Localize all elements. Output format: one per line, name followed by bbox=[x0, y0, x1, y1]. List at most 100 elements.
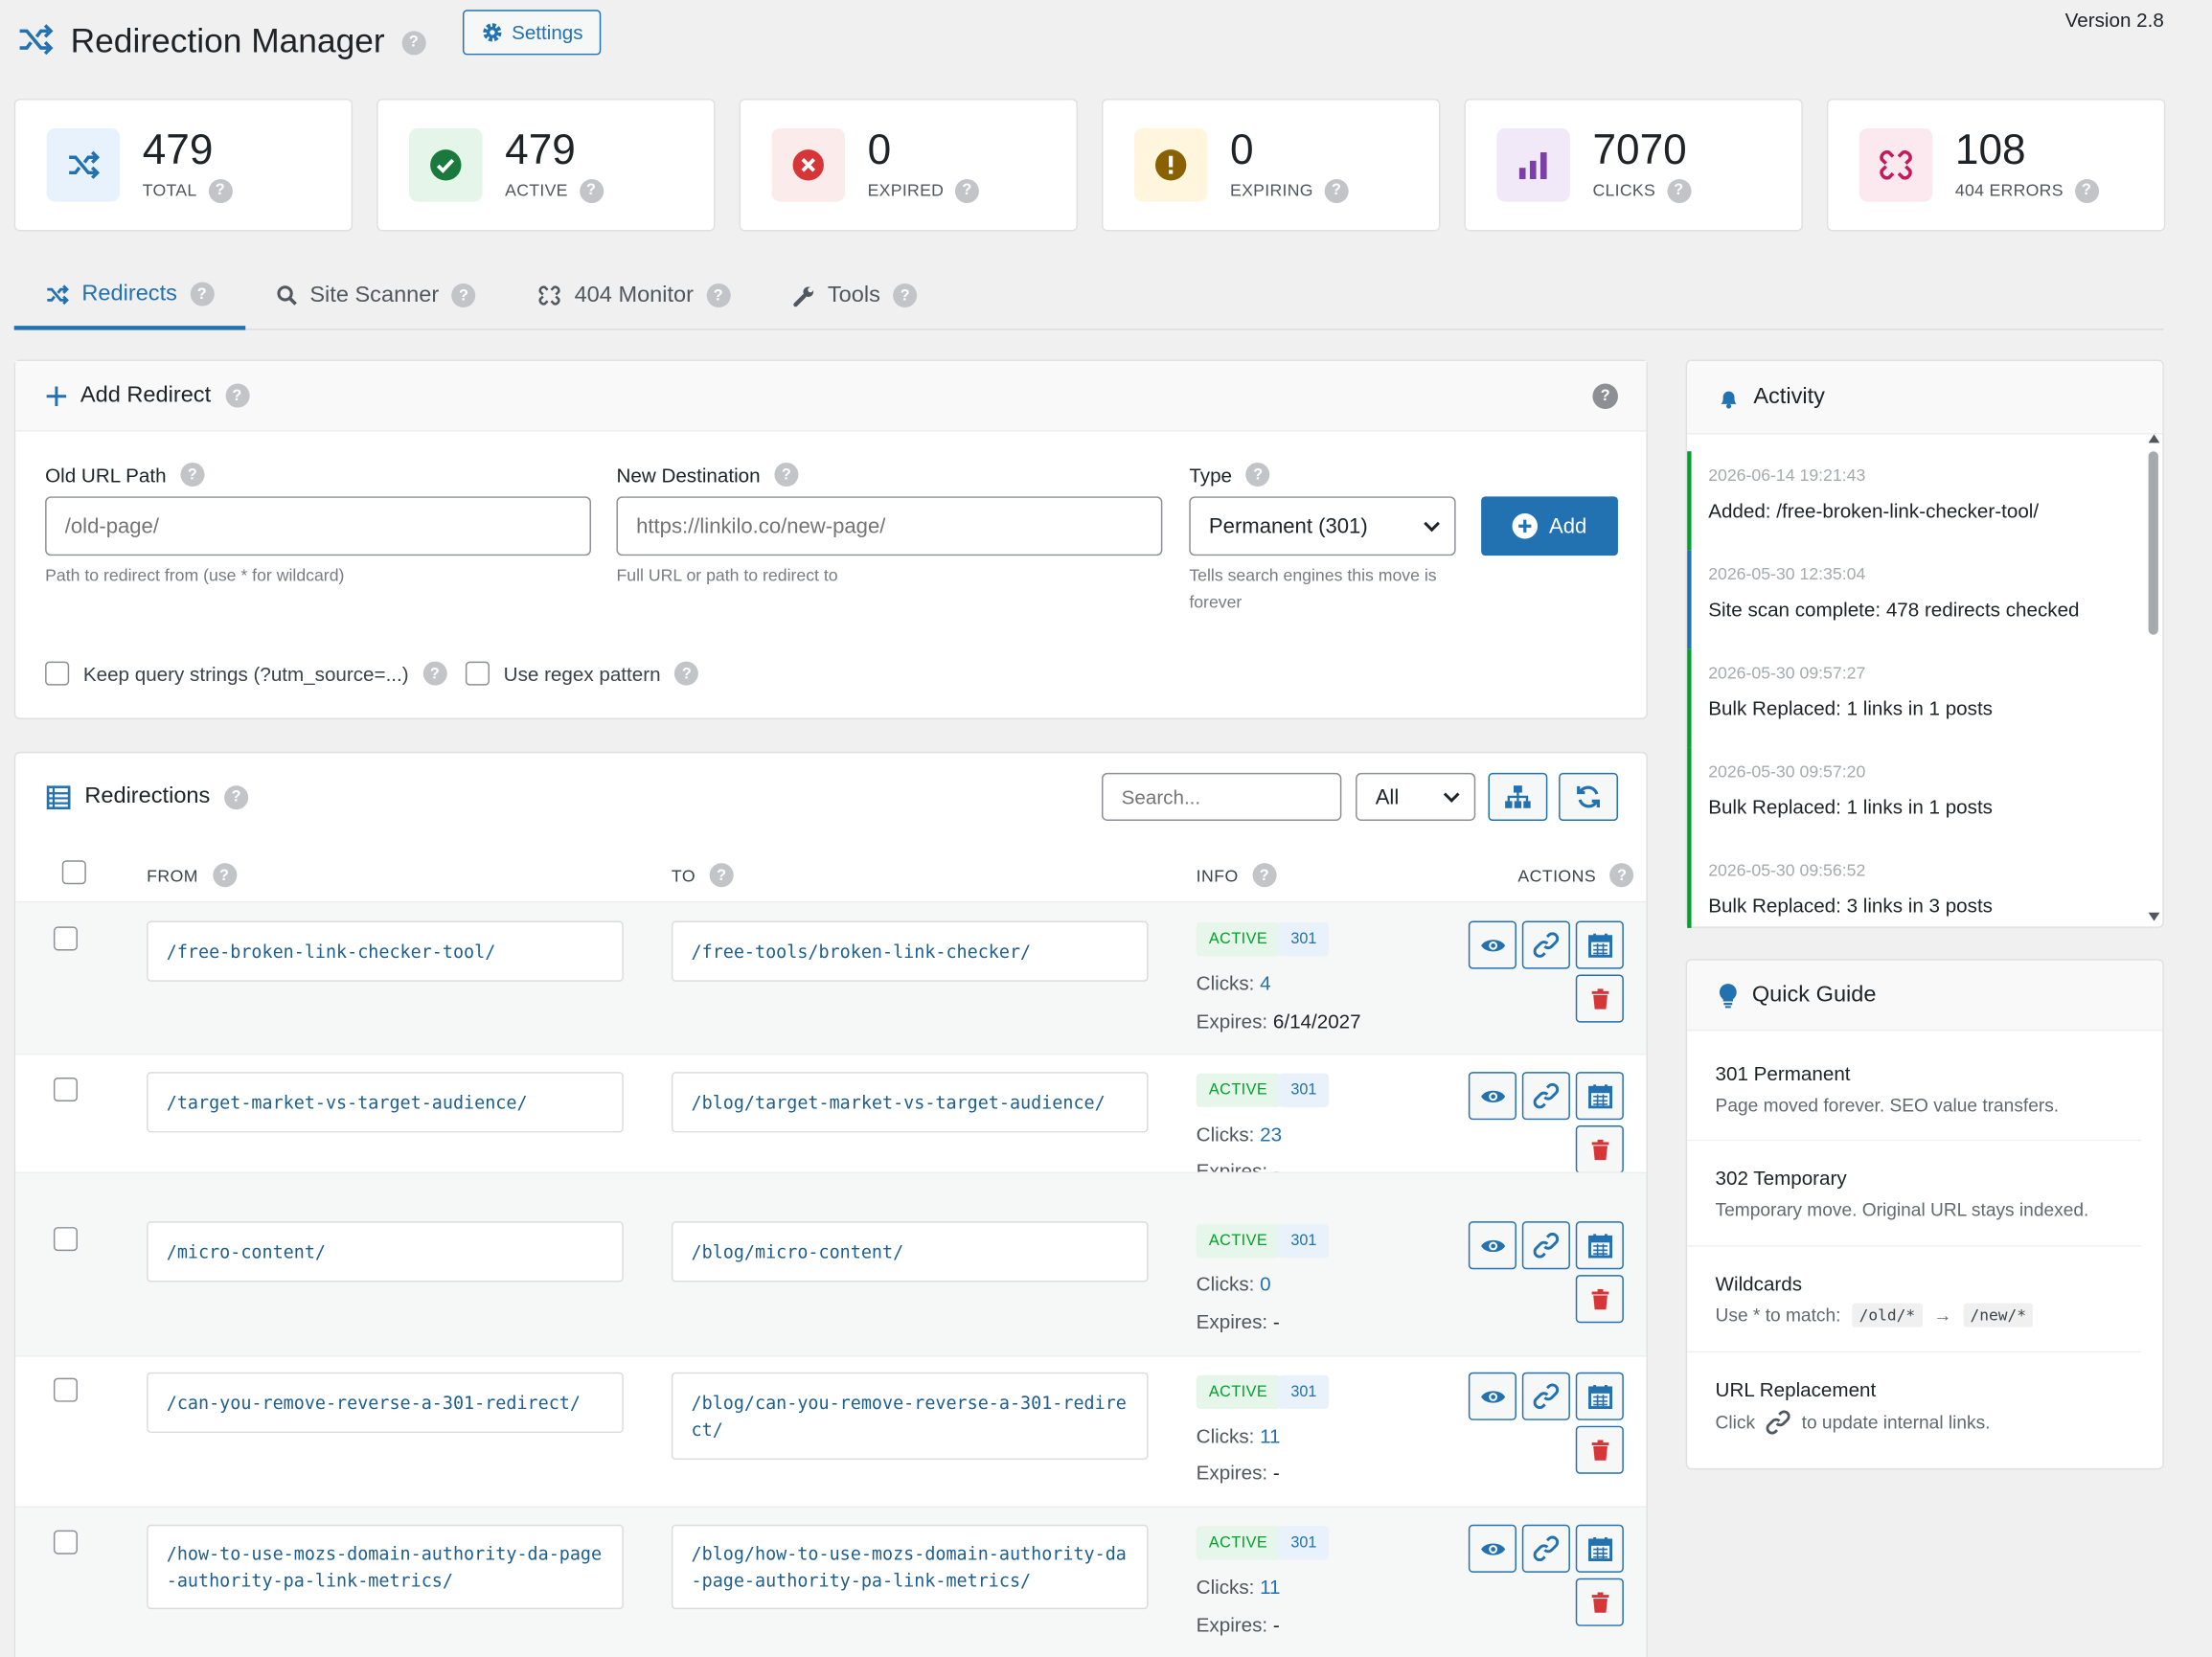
row-checkbox[interactable] bbox=[53, 1530, 78, 1555]
help-icon[interactable]: ? bbox=[224, 383, 249, 408]
status-badge: ACTIVE bbox=[1196, 1374, 1281, 1410]
search-input[interactable] bbox=[1102, 772, 1342, 821]
x-circle-icon bbox=[771, 127, 846, 202]
view-button[interactable] bbox=[1468, 1524, 1516, 1573]
refresh-button[interactable] bbox=[1559, 772, 1618, 821]
clicks-info: Clicks: 11 bbox=[1196, 1575, 1281, 1599]
schedule-button[interactable] bbox=[1575, 920, 1624, 969]
replace-link-button[interactable] bbox=[1521, 1524, 1570, 1573]
delete-button[interactable] bbox=[1575, 1275, 1624, 1324]
replace-link-button[interactable] bbox=[1521, 1221, 1570, 1270]
row-checkbox[interactable] bbox=[53, 1227, 78, 1252]
help-icon[interactable]: ? bbox=[1252, 863, 1277, 888]
expires-value: - bbox=[1272, 1309, 1280, 1333]
calendar-icon bbox=[1587, 1384, 1612, 1410]
activity-time: 2026-05-30 09:57:20 bbox=[1708, 761, 1866, 782]
eye-icon bbox=[1480, 1542, 1505, 1555]
schedule-button[interactable] bbox=[1575, 1072, 1624, 1121]
link-icon bbox=[1766, 1410, 1790, 1435]
expires-info: Expires: - bbox=[1196, 1309, 1280, 1333]
type-select[interactable]: Permanent (301) bbox=[1189, 496, 1456, 556]
help-icon[interactable]: ? bbox=[674, 661, 699, 686]
page-title: Redirection Manager bbox=[70, 22, 385, 61]
schedule-button[interactable] bbox=[1575, 1372, 1624, 1420]
guide-item-title: 301 Permanent bbox=[1715, 1061, 1851, 1085]
scroll-thumb[interactable] bbox=[2148, 451, 2158, 635]
activity-text: Bulk Replaced: 1 links in 1 posts bbox=[1708, 696, 1993, 719]
delete-button[interactable] bbox=[1575, 1578, 1624, 1626]
broken-link-icon bbox=[1859, 127, 1933, 202]
help-icon[interactable]: ? bbox=[1324, 178, 1349, 203]
help-icon[interactable]: ? bbox=[955, 178, 980, 203]
row-checkbox[interactable] bbox=[53, 926, 78, 951]
tab-redirects[interactable]: Redirects ? bbox=[13, 262, 245, 330]
help-icon[interactable]: ? bbox=[709, 863, 734, 888]
help-icon[interactable]: ? bbox=[2074, 178, 2099, 203]
refresh-icon bbox=[1577, 785, 1600, 808]
view-button[interactable] bbox=[1468, 1072, 1516, 1121]
regex-checkbox[interactable] bbox=[465, 661, 490, 686]
tab-404-monitor[interactable]: 404 Monitor ? bbox=[507, 262, 762, 329]
expires-value: - bbox=[1272, 1461, 1280, 1485]
status-badge: ACTIVE bbox=[1196, 922, 1281, 957]
version-label: Version 2.8 bbox=[2064, 8, 2164, 32]
help-icon[interactable]: ? bbox=[1609, 863, 1634, 888]
view-button[interactable] bbox=[1468, 1372, 1516, 1420]
row-checkbox[interactable] bbox=[53, 1077, 78, 1102]
help-icon[interactable]: ? bbox=[451, 283, 476, 308]
replace-link-button[interactable] bbox=[1521, 920, 1570, 969]
view-button[interactable] bbox=[1468, 1221, 1516, 1270]
help-icon[interactable]: ? bbox=[190, 282, 215, 306]
tab-tools[interactable]: Tools ? bbox=[762, 262, 948, 329]
select-all-checkbox[interactable] bbox=[61, 860, 86, 885]
sitemap-button[interactable] bbox=[1488, 772, 1548, 821]
view-button[interactable] bbox=[1468, 920, 1516, 969]
help-icon[interactable]: ? bbox=[224, 784, 249, 809]
scroll-down-arrow[interactable] bbox=[2148, 912, 2160, 921]
keep-query-checkbox[interactable] bbox=[45, 661, 70, 686]
help-icon[interactable]: ? bbox=[208, 178, 233, 203]
from-path: /can-you-remove-reverse-a-301-redirect/ bbox=[147, 1372, 624, 1434]
quick-guide-header: Quick Guide bbox=[1687, 960, 2163, 1032]
scroll-up-arrow[interactable] bbox=[2148, 434, 2160, 443]
filter-select[interactable]: All bbox=[1356, 772, 1476, 821]
delete-button[interactable] bbox=[1575, 1425, 1624, 1474]
help-icon[interactable]: ? bbox=[774, 462, 799, 488]
new-destination-input[interactable] bbox=[616, 496, 1163, 556]
eye-icon bbox=[1480, 1390, 1505, 1402]
settings-button[interactable]: Settings bbox=[462, 10, 602, 56]
clicks-value: 23 bbox=[1260, 1123, 1283, 1146]
add-button[interactable]: Add bbox=[1481, 496, 1618, 556]
link-icon bbox=[1533, 1082, 1560, 1109]
help-icon[interactable]: ? bbox=[1592, 383, 1618, 410]
help-icon[interactable]: ? bbox=[180, 462, 205, 488]
eye-icon bbox=[1480, 1239, 1505, 1252]
to-path: /free-tools/broken-link-checker/ bbox=[671, 920, 1149, 982]
activity-scrollbar[interactable] bbox=[2146, 434, 2161, 928]
replace-link-button[interactable] bbox=[1521, 1072, 1570, 1121]
schedule-button[interactable] bbox=[1575, 1524, 1624, 1573]
tab-site-scanner[interactable]: Site Scanner ? bbox=[245, 262, 507, 329]
delete-button[interactable] bbox=[1575, 1125, 1624, 1174]
help-icon[interactable]: ? bbox=[401, 30, 426, 55]
help-icon[interactable]: ? bbox=[212, 863, 237, 888]
shuffle-icon bbox=[17, 23, 54, 61]
column-to: TO? bbox=[672, 863, 734, 888]
delete-button[interactable] bbox=[1575, 974, 1624, 1023]
old-url-input[interactable] bbox=[45, 496, 591, 556]
help-icon[interactable]: ? bbox=[893, 283, 918, 308]
row-checkbox[interactable] bbox=[53, 1377, 78, 1402]
replace-link-button[interactable] bbox=[1521, 1372, 1570, 1420]
help-icon[interactable]: ? bbox=[706, 283, 731, 308]
schedule-button[interactable] bbox=[1575, 1221, 1624, 1270]
stat-value: 479 bbox=[505, 125, 576, 173]
help-icon[interactable]: ? bbox=[1245, 462, 1270, 488]
status-badge: ACTIVE bbox=[1196, 1073, 1281, 1107]
shuffle-icon bbox=[47, 284, 69, 305]
expires-value: - bbox=[1272, 1159, 1280, 1172]
help-icon[interactable]: ? bbox=[1666, 178, 1691, 203]
help-icon[interactable]: ? bbox=[422, 661, 447, 686]
to-path: /blog/target-market-vs-target-audience/ bbox=[671, 1072, 1149, 1133]
help-icon[interactable]: ? bbox=[579, 178, 604, 203]
stat-card-total: 479 TOTAL? bbox=[13, 99, 353, 232]
